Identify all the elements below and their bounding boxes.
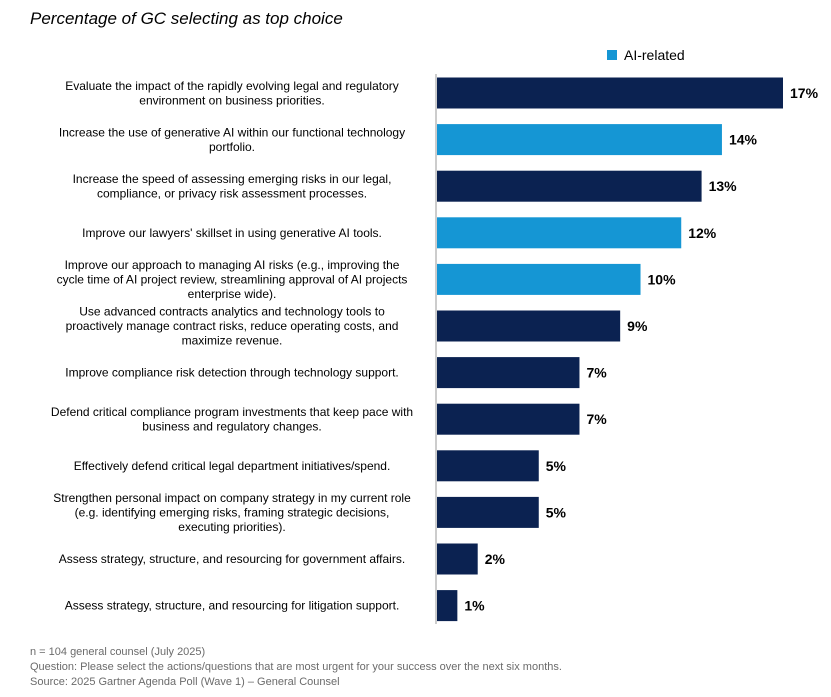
chart-legend: AI-related	[607, 47, 685, 63]
value-label-12: 1%	[464, 598, 485, 614]
category-label-line: compliance, or privacy risk assessment p…	[97, 186, 367, 200]
category-label-6: Use advanced contracts analytics and tec…	[66, 305, 399, 348]
legend-swatch-ai-related	[607, 50, 617, 60]
category-label-line: Assess strategy, structure, and resourci…	[65, 599, 400, 613]
bar-6	[437, 310, 621, 342]
category-label-line: executing priorities).	[178, 520, 285, 534]
bar-9	[437, 450, 539, 482]
bar-12	[437, 590, 458, 622]
category-label-line: Increase the speed of assessing emerging…	[73, 172, 392, 186]
value-label-1: 17%	[790, 85, 819, 101]
value-label-11: 2%	[485, 551, 506, 567]
bar-11	[437, 543, 478, 575]
category-label-line: Increase the use of generative AI within…	[59, 125, 405, 139]
question-note: Question: Please select the actions/ques…	[30, 661, 562, 673]
bar-2	[437, 124, 722, 156]
source-note: Source: 2025 Gartner Agenda Poll (Wave 1…	[30, 676, 340, 688]
category-label-line: Use advanced contracts analytics and tec…	[79, 305, 385, 319]
category-label-line: enterprise wide).	[188, 287, 277, 301]
bar-1	[437, 77, 783, 109]
category-label-10: Strengthen personal impact on company st…	[53, 491, 411, 534]
category-label-3: Increase the speed of assessing emerging…	[73, 172, 392, 201]
category-label-line: cycle time of AI project review, streaml…	[57, 272, 408, 286]
category-label-line: portfolio.	[209, 140, 255, 154]
value-label-5: 10%	[648, 271, 677, 287]
category-label-line: (e.g. identifying emerging risks, framin…	[75, 505, 390, 519]
category-label-12: Assess strategy, structure, and resourci…	[65, 599, 400, 613]
bar-10	[437, 496, 539, 528]
value-label-9: 5%	[546, 458, 567, 474]
value-label-6: 9%	[627, 318, 648, 334]
category-label-5: Improve our approach to managing AI risk…	[57, 258, 408, 301]
value-label-8: 7%	[586, 411, 607, 427]
value-label-7: 7%	[586, 365, 607, 381]
value-label-3: 13%	[709, 178, 738, 194]
value-label-10: 5%	[546, 504, 567, 520]
category-label-line: Strengthen personal impact on company st…	[53, 491, 411, 505]
category-label-11: Assess strategy, structure, and resourci…	[59, 552, 405, 566]
footnotes: n = 104 general counsel (July 2025) Ques…	[30, 645, 562, 690]
category-label-line: maximize revenue.	[182, 334, 283, 348]
category-label-4: Improve our lawyers' skillset in using g…	[82, 226, 382, 240]
category-label-line: business and regulatory changes.	[142, 419, 321, 433]
legend-label-ai-related: AI-related	[624, 47, 685, 63]
bar-5	[437, 263, 641, 295]
value-label-4: 12%	[688, 225, 717, 241]
chart-title: Percentage of GC selecting as top choice	[30, 9, 343, 28]
bar-3	[437, 170, 702, 202]
category-label-line: proactively manage contract risks, reduc…	[66, 319, 399, 333]
category-label-line: Effectively defend critical legal depart…	[74, 459, 391, 473]
sample-note: n = 104 general counsel (July 2025)	[30, 646, 206, 658]
category-label-line: Improve compliance risk detection throug…	[65, 366, 399, 380]
category-label-line: environment on business priorities.	[139, 93, 324, 107]
category-label-1: Evaluate the impact of the rapidly evolv…	[65, 79, 399, 108]
category-label-2: Increase the use of generative AI within…	[59, 125, 405, 154]
value-label-2: 14%	[729, 132, 758, 148]
category-label-7: Improve compliance risk detection throug…	[65, 366, 399, 380]
bar-8	[437, 403, 580, 435]
category-label-line: Improve our approach to managing AI risk…	[65, 258, 400, 272]
category-label-line: Evaluate the impact of the rapidly evolv…	[65, 79, 399, 93]
category-label-9: Effectively defend critical legal depart…	[74, 459, 391, 473]
category-label-line: Assess strategy, structure, and resourci…	[59, 552, 405, 566]
bar-4	[437, 217, 682, 249]
category-label-8: Defend critical compliance program inves…	[51, 405, 413, 434]
bar-7	[437, 357, 580, 389]
category-label-line: Defend critical compliance program inves…	[51, 405, 413, 419]
bar-chart: 17% Evaluate the impact of the rapidly ev…	[51, 74, 819, 624]
category-label-line: Improve our lawyers' skillset in using g…	[82, 226, 382, 240]
